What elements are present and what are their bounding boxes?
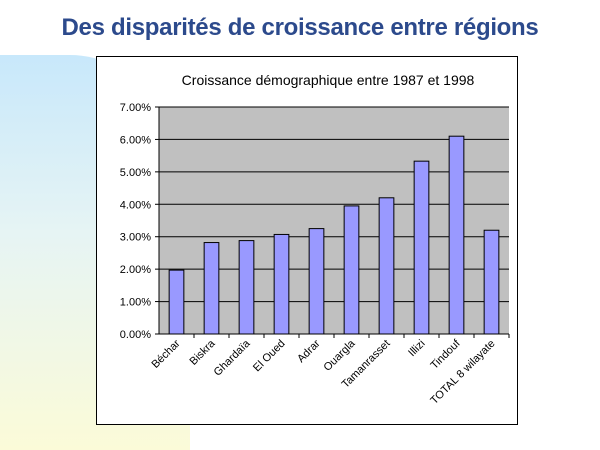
bar (343, 205, 360, 335)
x-tick-label: Béchar (149, 337, 182, 370)
y-tick-label: 3.00% (120, 232, 151, 244)
bar (378, 197, 395, 335)
x-tick-label: Illizi (406, 338, 427, 359)
bar (168, 269, 185, 335)
x-tick-label: Biskra (188, 337, 219, 368)
plot-area: 0.00% 1.00% 2.00% 3.00% 4.00% 5.00% 6.00% 7.00%… (120, 102, 510, 407)
x-tick-label: Tindouf (428, 337, 463, 372)
slide-title: Des disparités de croissance entre régio… (61, 14, 539, 41)
bar (413, 160, 430, 335)
x-tick-label: TOTAL 8 wilayate (428, 338, 497, 407)
y-tick-label: 1.00% (120, 297, 151, 309)
bar (448, 135, 465, 335)
x-tick-label: Ghardaïa (212, 337, 254, 379)
y-tick-label: 6.00% (120, 134, 151, 146)
y-tick-label: 0.00% (120, 329, 151, 341)
bar (238, 240, 255, 335)
x-tick-label: Adrar (295, 337, 323, 365)
bar (483, 229, 500, 335)
y-tick-label: 2.00% (120, 264, 151, 276)
bar-chart: Croissance démographique entre 1987 et 1… (120, 72, 510, 407)
chart-title: Croissance démographique entre 1987 et 1… (182, 72, 475, 88)
y-tick-label: 5.00% (120, 167, 151, 179)
bar (273, 233, 290, 335)
y-tick-label: 4.00% (120, 199, 151, 211)
bar (308, 228, 325, 335)
x-tick-label: El Oued (251, 338, 288, 375)
y-tick-label: 7.00% (120, 102, 151, 114)
chart-frame: Croissance démographique entre 1987 et 1… (96, 56, 518, 425)
bar (203, 242, 220, 335)
